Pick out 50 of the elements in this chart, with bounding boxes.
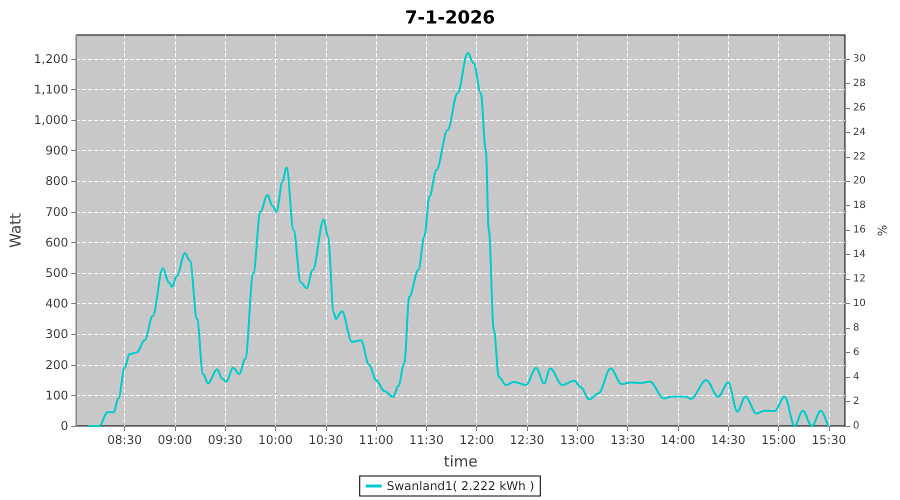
legend-label: Swanland1( 2.222 kWh ) — [386, 479, 534, 493]
x-tick-label: 10:30 — [308, 433, 344, 447]
x-tick-label: 09:00 — [158, 433, 192, 447]
x-tick-label: 15:30 — [812, 433, 846, 447]
y-tick-label: 400 — [45, 296, 68, 311]
y-tick-label: 300 — [45, 327, 68, 342]
y2-tick-label: 22 — [853, 151, 866, 162]
chart-title: 7-1-2026 — [404, 8, 496, 28]
x-tick-label: 15:00 — [761, 433, 796, 447]
y-tick-label: 600 — [45, 235, 68, 250]
y-tick-label: 900 — [45, 144, 68, 158]
y-tick-label: 100 — [45, 388, 68, 402]
y2-tick-label: 20 — [853, 176, 866, 187]
y2-tick-label: 16 — [853, 224, 866, 236]
y2-tick-label: 26 — [853, 102, 866, 114]
x-tick-label: 09:30 — [208, 433, 242, 447]
y2-tick-label: 28 — [853, 78, 866, 89]
y-axis-title: Watt — [6, 212, 24, 248]
y2-tick-label: 30 — [853, 53, 866, 64]
y2-tick-label: 2 — [853, 396, 860, 408]
y-tick-label: 500 — [45, 266, 68, 280]
x-tick-label: 13:00 — [560, 433, 595, 447]
y2-axis-title: % — [876, 224, 890, 236]
y-tick-label: 1,200 — [34, 52, 68, 66]
line-series — [88, 52, 829, 427]
y2-tick-label: 24 — [853, 126, 866, 138]
x-tick-label: 08:30 — [107, 433, 142, 447]
y2-tick-label: 8 — [853, 322, 860, 334]
x-tick-label: 10:00 — [258, 433, 293, 447]
y-tick-label: 800 — [45, 174, 68, 188]
y2-tick-label: 4 — [853, 372, 860, 383]
x-tick-label: 14:00 — [660, 433, 696, 447]
x-tick-label: 13:30 — [610, 433, 645, 447]
x-tick-label: 12:30 — [510, 433, 544, 447]
x-axis-title: time — [444, 452, 478, 470]
y2-tick-label: 14 — [853, 249, 866, 260]
y-tick-label: 200 — [45, 358, 68, 372]
y2-tick-label: 6 — [853, 347, 860, 358]
y-tick-label: 700 — [45, 204, 68, 219]
y2-tick-label: 0 — [853, 420, 860, 432]
y-tick-label: 1,000 — [34, 113, 68, 128]
y-tick-label: 0 — [60, 419, 68, 433]
y-tick-label: 1,100 — [34, 82, 68, 96]
x-tick-label: 11:30 — [409, 433, 444, 447]
x-tick-label: 14:30 — [710, 433, 746, 447]
x-tick-label: 12:00 — [459, 433, 494, 447]
y2-tick-label: 18 — [853, 200, 866, 212]
y2-tick-label: 12 — [853, 274, 866, 285]
y2-tick-label: 10 — [853, 298, 866, 310]
x-tick-label: 11:00 — [358, 433, 394, 447]
